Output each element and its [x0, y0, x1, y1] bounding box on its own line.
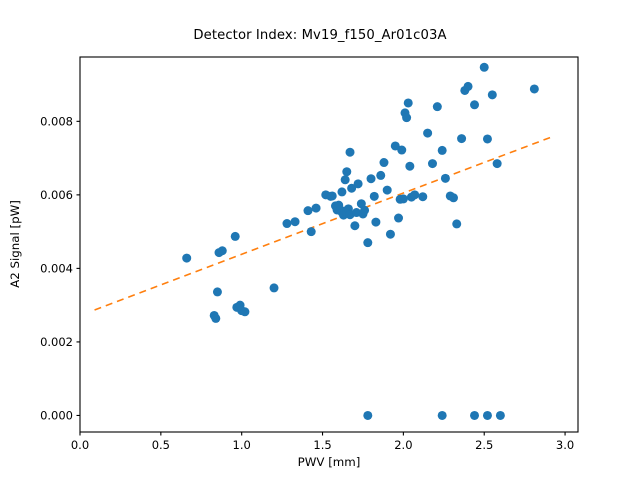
y-tick-label: 0.008	[40, 114, 73, 128]
scatter-point	[269, 283, 279, 293]
scatter-point	[487, 90, 497, 100]
scatter-point	[470, 410, 480, 420]
scatter-point	[211, 313, 221, 323]
scatter-point	[217, 246, 227, 256]
y-tick-label: 0.004	[40, 261, 73, 275]
y-tick-label: 0.002	[40, 335, 73, 349]
scatter-point	[492, 159, 502, 169]
scatter-point	[303, 206, 313, 216]
scatter-point	[482, 134, 492, 144]
scatter-point	[394, 213, 404, 223]
scatter-point	[385, 229, 395, 239]
y-tick-label: 0.006	[40, 188, 73, 202]
trend-line-layer	[94, 136, 553, 311]
x-tick-label: 0.0	[71, 438, 89, 452]
trend-line	[94, 136, 553, 311]
scatter-point	[463, 81, 473, 91]
scatter-point	[353, 179, 363, 189]
scatter-point	[371, 217, 381, 227]
scatter-point	[402, 113, 412, 123]
plot-background	[80, 57, 578, 432]
scatter-point	[306, 227, 316, 237]
scatter-point	[345, 147, 355, 157]
scatter-point	[363, 410, 373, 420]
scatter-point	[379, 158, 389, 168]
scatter-point	[397, 145, 407, 155]
scatter-point	[452, 219, 462, 229]
scatter-point	[440, 173, 450, 183]
x-tick-label: 3.0	[556, 438, 574, 452]
scatter-point	[376, 170, 386, 180]
scatter-point	[382, 185, 392, 195]
y-axis-ticks: 0.000 0.002 0.004 0.006 0.008	[40, 114, 80, 422]
scatter-point	[363, 238, 373, 248]
scatter-point	[369, 191, 379, 201]
scatter-point	[403, 98, 413, 108]
scatter-point	[360, 205, 370, 215]
scatter-point	[418, 192, 428, 202]
x-tick-label: 2.5	[475, 438, 493, 452]
x-axis-label: PWV [mm]	[298, 455, 361, 469]
scatter-point	[347, 183, 357, 193]
scatter-point	[240, 307, 250, 317]
x-tick-label: 2.0	[394, 438, 412, 452]
x-tick-label: 1.0	[233, 438, 251, 452]
axes-frame	[79, 56, 579, 433]
scatter-point	[390, 141, 400, 151]
x-tick-label: 1.5	[313, 438, 331, 452]
scatter-point	[398, 194, 408, 204]
scatter-points-layer	[182, 62, 539, 420]
scatter-point	[405, 161, 415, 171]
scatter-point	[479, 62, 489, 72]
scatter-point	[342, 167, 352, 177]
scatter-point	[282, 219, 292, 229]
scatter-point	[311, 203, 321, 213]
scatter-point	[290, 217, 300, 227]
scatter-point	[432, 102, 442, 112]
x-axis-ticks: 0.0 0.5 1.0 1.5 2.0 2.5 3.0	[71, 432, 574, 452]
scatter-point	[449, 193, 458, 203]
scatter-point	[437, 145, 447, 155]
scatter-point	[529, 84, 539, 94]
scatter-point	[350, 221, 360, 231]
y-tick-label: 0.000	[40, 408, 73, 422]
scatter-point	[495, 410, 505, 420]
scatter-point	[457, 134, 467, 144]
scatter-point	[410, 190, 420, 200]
scatter-point	[470, 100, 480, 110]
scatter-point	[182, 253, 192, 263]
scatter-point	[327, 191, 337, 201]
y-axis-label: A2 Signal [pW]	[8, 200, 22, 288]
scatter-point	[230, 231, 240, 241]
scatter-point	[423, 128, 433, 138]
scatter-point	[366, 174, 376, 184]
scatter-point	[437, 410, 447, 420]
scatter-point	[340, 175, 350, 185]
scatter-point	[427, 159, 437, 169]
x-tick-label: 0.5	[152, 438, 170, 452]
chart-title: Detector Index: Mv19_f150_Ar01c03A	[193, 28, 447, 43]
scatter-point	[212, 287, 222, 297]
scatter-point	[337, 187, 347, 197]
scatter-point	[482, 410, 492, 420]
